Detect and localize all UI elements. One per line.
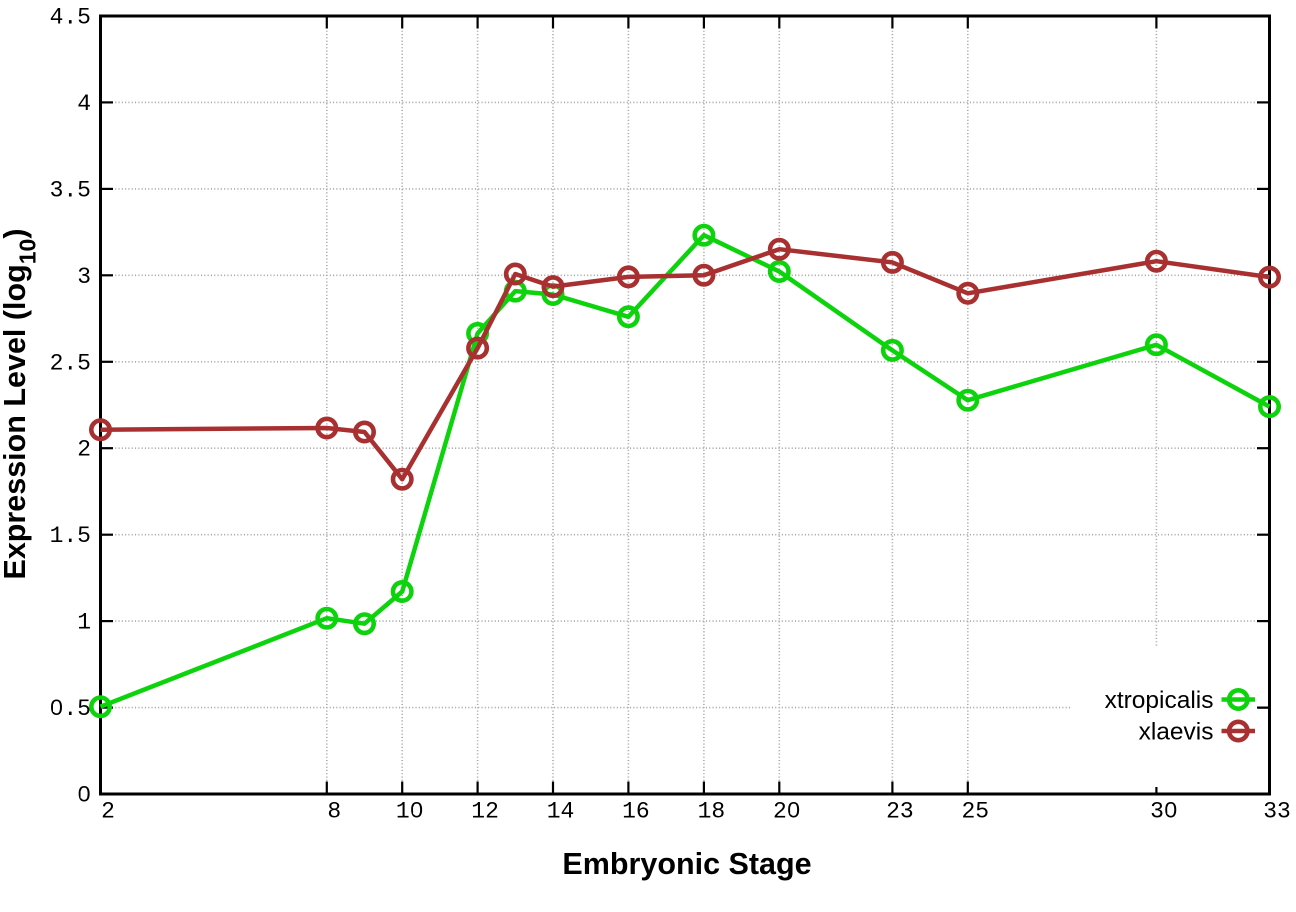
svg-text:2.5: 2.5 (50, 350, 91, 376)
svg-text:25: 25 (961, 799, 989, 825)
svg-text:16: 16 (622, 799, 650, 825)
svg-text:10: 10 (396, 799, 424, 825)
svg-text:30: 30 (1150, 799, 1178, 825)
svg-text:1.5: 1.5 (50, 523, 91, 549)
svg-text:23: 23 (886, 799, 914, 825)
svg-text:18: 18 (698, 799, 726, 825)
svg-text:12: 12 (471, 799, 499, 825)
svg-text:20: 20 (773, 799, 801, 825)
svg-text:3.5: 3.5 (50, 177, 91, 203)
svg-text:8: 8 (327, 799, 341, 825)
svg-text:xlaevis: xlaevis (1139, 719, 1214, 746)
svg-text:14: 14 (547, 799, 575, 825)
svg-text:3: 3 (77, 264, 91, 290)
svg-text:Embryonic Stage: Embryonic Stage (562, 847, 811, 881)
svg-text:xtropicalis: xtropicalis (1105, 687, 1214, 714)
svg-text:2: 2 (77, 437, 91, 463)
svg-text:4: 4 (77, 91, 91, 117)
svg-text:1: 1 (77, 610, 91, 636)
svg-text:33: 33 (1263, 799, 1291, 825)
svg-text:4.5: 4.5 (50, 5, 91, 31)
svg-text:2: 2 (101, 799, 115, 825)
